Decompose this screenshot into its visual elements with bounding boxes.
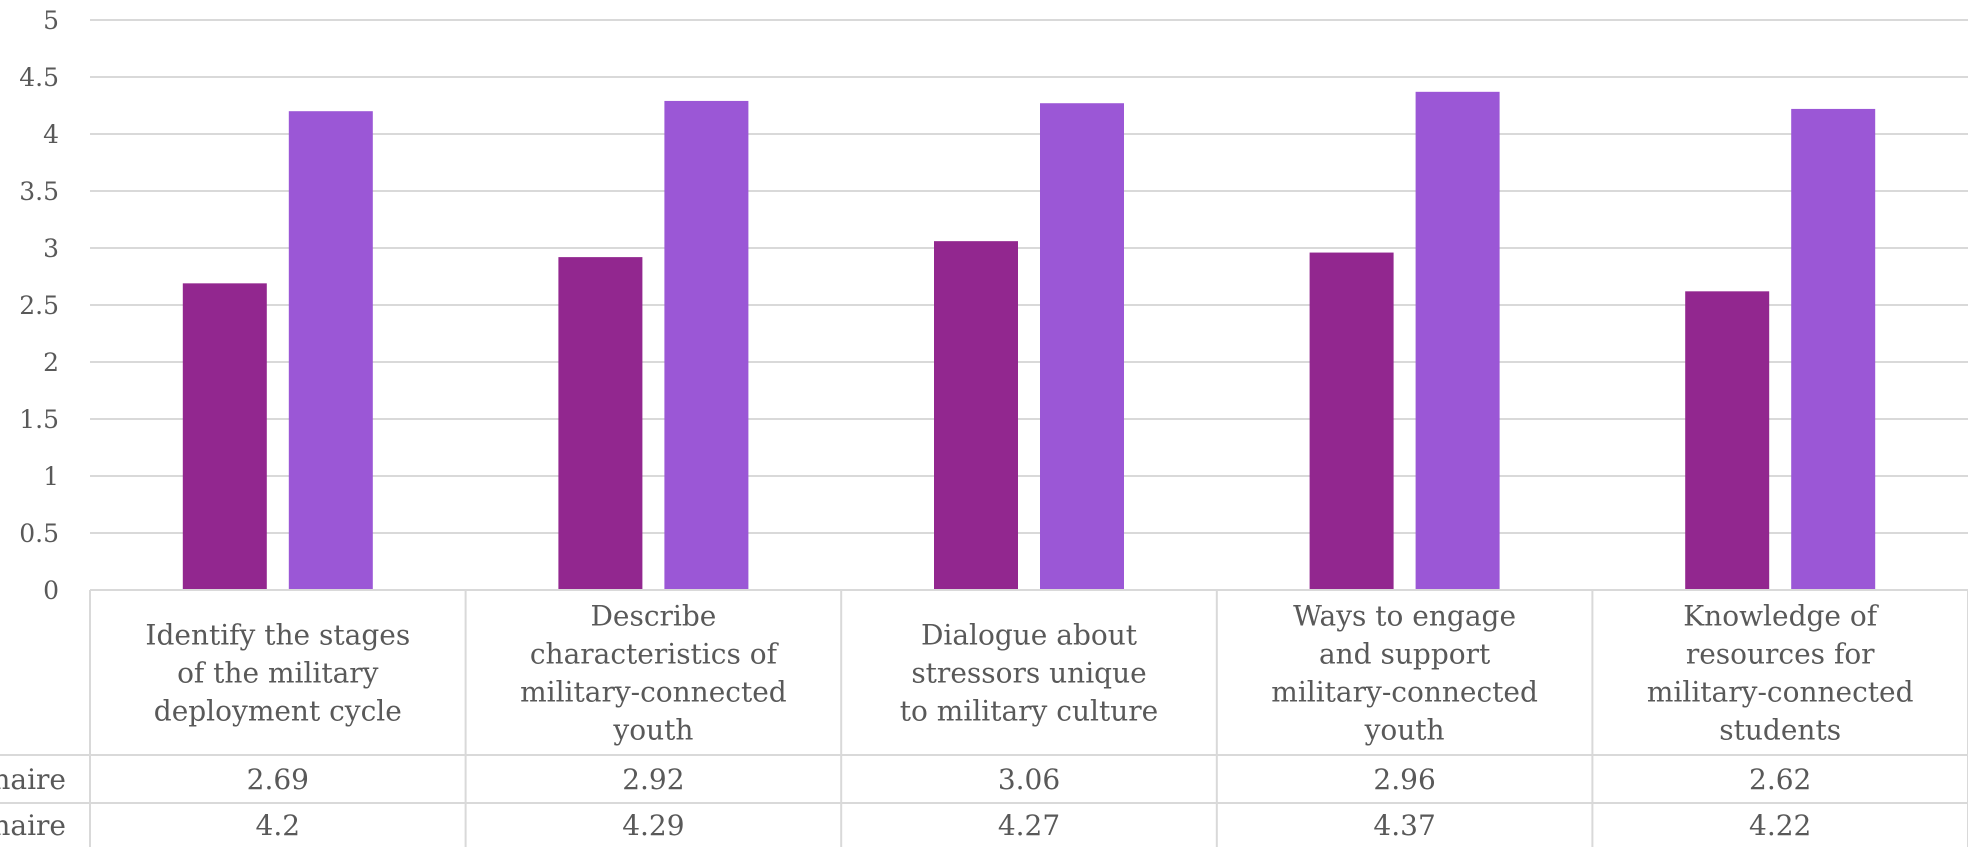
- bar-series-1-category-4: [1309, 252, 1394, 590]
- table-value-cell: 2.62: [1749, 763, 1811, 796]
- category-label-line: stressors unique: [911, 657, 1146, 690]
- category-label: Identify the stages of the military deploy…: [145, 619, 410, 728]
- bar-series-1-category-2: [558, 257, 643, 590]
- bar-series-2-category-4: [1415, 91, 1500, 590]
- bar-series-1-category-5: [1685, 291, 1770, 590]
- bar-series-2-category-3: [1040, 103, 1124, 590]
- category-label-line: Identify the stages: [145, 619, 410, 652]
- table-value-cell: 2.69: [247, 763, 309, 796]
- y-tick-label: 2: [43, 348, 59, 377]
- category-label-line: and support: [1319, 638, 1491, 671]
- category-label-line: Dialogue about: [921, 619, 1138, 652]
- category-label-line: military-connected: [520, 676, 787, 709]
- category-label: Ways to engage and support military-connec…: [1271, 600, 1538, 747]
- category-label: Knowledge of resources for military-connec…: [1647, 600, 1914, 747]
- table-value-cell: 4.37: [1373, 809, 1435, 842]
- table-value-cell: 4.27: [998, 809, 1060, 842]
- bar-series-2-category-2: [664, 100, 749, 590]
- table-value-cell: 4.2: [256, 809, 301, 842]
- category-label-line: students: [1719, 714, 1841, 747]
- y-tick-label: 5: [43, 6, 59, 35]
- category-label-line: of the military: [177, 657, 379, 690]
- y-tick-label: 3.5: [19, 177, 59, 206]
- category-label-line: youth: [612, 714, 693, 747]
- category-label-line: deployment cycle: [154, 695, 402, 728]
- y-tick-label: 0.5: [19, 519, 59, 548]
- series-row-label: naire: [0, 763, 66, 796]
- y-tick-label: 4.5: [19, 63, 59, 92]
- bar-series-2-category-1: [288, 111, 373, 590]
- bar-series-2-category-5: [1791, 108, 1876, 591]
- y-tick-label: 1: [43, 462, 59, 491]
- y-tick-label: 3: [43, 234, 59, 263]
- y-tick-label: 4: [43, 120, 59, 149]
- series-row-label: onaire: [0, 809, 66, 842]
- table-value-cell: 2.92: [622, 763, 684, 796]
- y-tick-label: 1.5: [19, 405, 59, 434]
- grid-lines: [90, 19, 1968, 591]
- y-axis-ticks: 0 0.5 1 1.5 2 2.5 3 3.5 4 4.5 5: [19, 6, 59, 605]
- category-label-line: characteristics of: [530, 638, 780, 671]
- table-value-cell: 4.22: [1749, 809, 1811, 842]
- category-label-line: youth: [1364, 714, 1445, 747]
- category-label: Describe characteristics of military-conne…: [520, 600, 787, 747]
- category-label-line: military-connected: [1271, 676, 1538, 709]
- bar-series-1-category-3: [934, 241, 1018, 590]
- table-value-cell: 3.06: [998, 763, 1060, 796]
- y-tick-label: 0: [43, 576, 59, 605]
- bar-series-1-category-1: [182, 283, 267, 590]
- bars: [182, 91, 1876, 591]
- category-label-line: Ways to engage: [1293, 600, 1516, 633]
- category-label-line: Describe: [590, 600, 716, 633]
- category-label-line: resources for: [1686, 638, 1875, 671]
- category-label: Dialogue about stressors unique to militar…: [900, 619, 1158, 728]
- table-value-cell: 2.96: [1373, 763, 1435, 796]
- category-label-line: military-connected: [1647, 676, 1914, 709]
- table-value-cell: 4.29: [622, 809, 684, 842]
- category-label-line: to military culture: [900, 695, 1158, 728]
- y-tick-label: 2.5: [19, 291, 59, 320]
- data-table: Identify the stages of the military deploy…: [0, 589, 1968, 847]
- category-label-line: Knowledge of: [1683, 600, 1879, 633]
